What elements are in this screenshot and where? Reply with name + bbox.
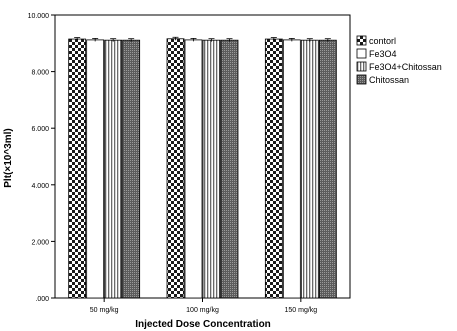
bar	[300, 39, 319, 299]
legend-label: Fe3O4+Chitossan	[369, 62, 442, 72]
y-tick-label: 8.000	[31, 70, 49, 77]
legend-swatch	[356, 35, 367, 46]
legend-label: contorl	[369, 36, 396, 46]
legend: contorl Fe3O4 Fe3O4+Chitossan Chitossan	[356, 35, 442, 85]
y-tick-label: 2.000	[31, 239, 49, 246]
bar	[86, 39, 105, 299]
legend-swatch	[356, 74, 367, 85]
y-tick-label: 10.000	[28, 13, 50, 20]
bar	[122, 39, 141, 299]
bar	[202, 39, 221, 299]
bar	[68, 38, 87, 299]
bar	[282, 39, 301, 299]
bar	[104, 39, 123, 299]
x-axis-label: Injected Dose Concentration	[135, 319, 271, 330]
legend-label: Chitossan	[369, 75, 409, 85]
bar	[166, 38, 185, 299]
legend-label: Fe3O4	[369, 49, 397, 59]
bar	[318, 39, 337, 299]
plot-area	[54, 14, 351, 299]
x-tick-label: 50 mg/kg	[90, 307, 119, 314]
legend-swatch	[356, 61, 367, 72]
y-tick-label: 6.000	[31, 126, 49, 133]
y-tick-label: 4.000	[31, 183, 49, 190]
bars	[68, 36, 337, 299]
y-tick-label: .000	[35, 296, 49, 303]
y-axis-label: Plt(×10^3ml)	[3, 128, 14, 187]
bar	[264, 38, 283, 299]
x-tick-label: 150 mg/kg	[284, 307, 317, 314]
bar	[220, 39, 239, 299]
y-axis: .000 2.000 4.000 6.000 8.000 10.000	[28, 13, 55, 303]
x-tick-label: 100 mg/kg	[186, 307, 219, 314]
x-axis: 50 mg/kg 100 mg/kg 150 mg/kg	[90, 298, 317, 314]
legend-swatch	[356, 48, 367, 59]
bar	[184, 39, 203, 299]
